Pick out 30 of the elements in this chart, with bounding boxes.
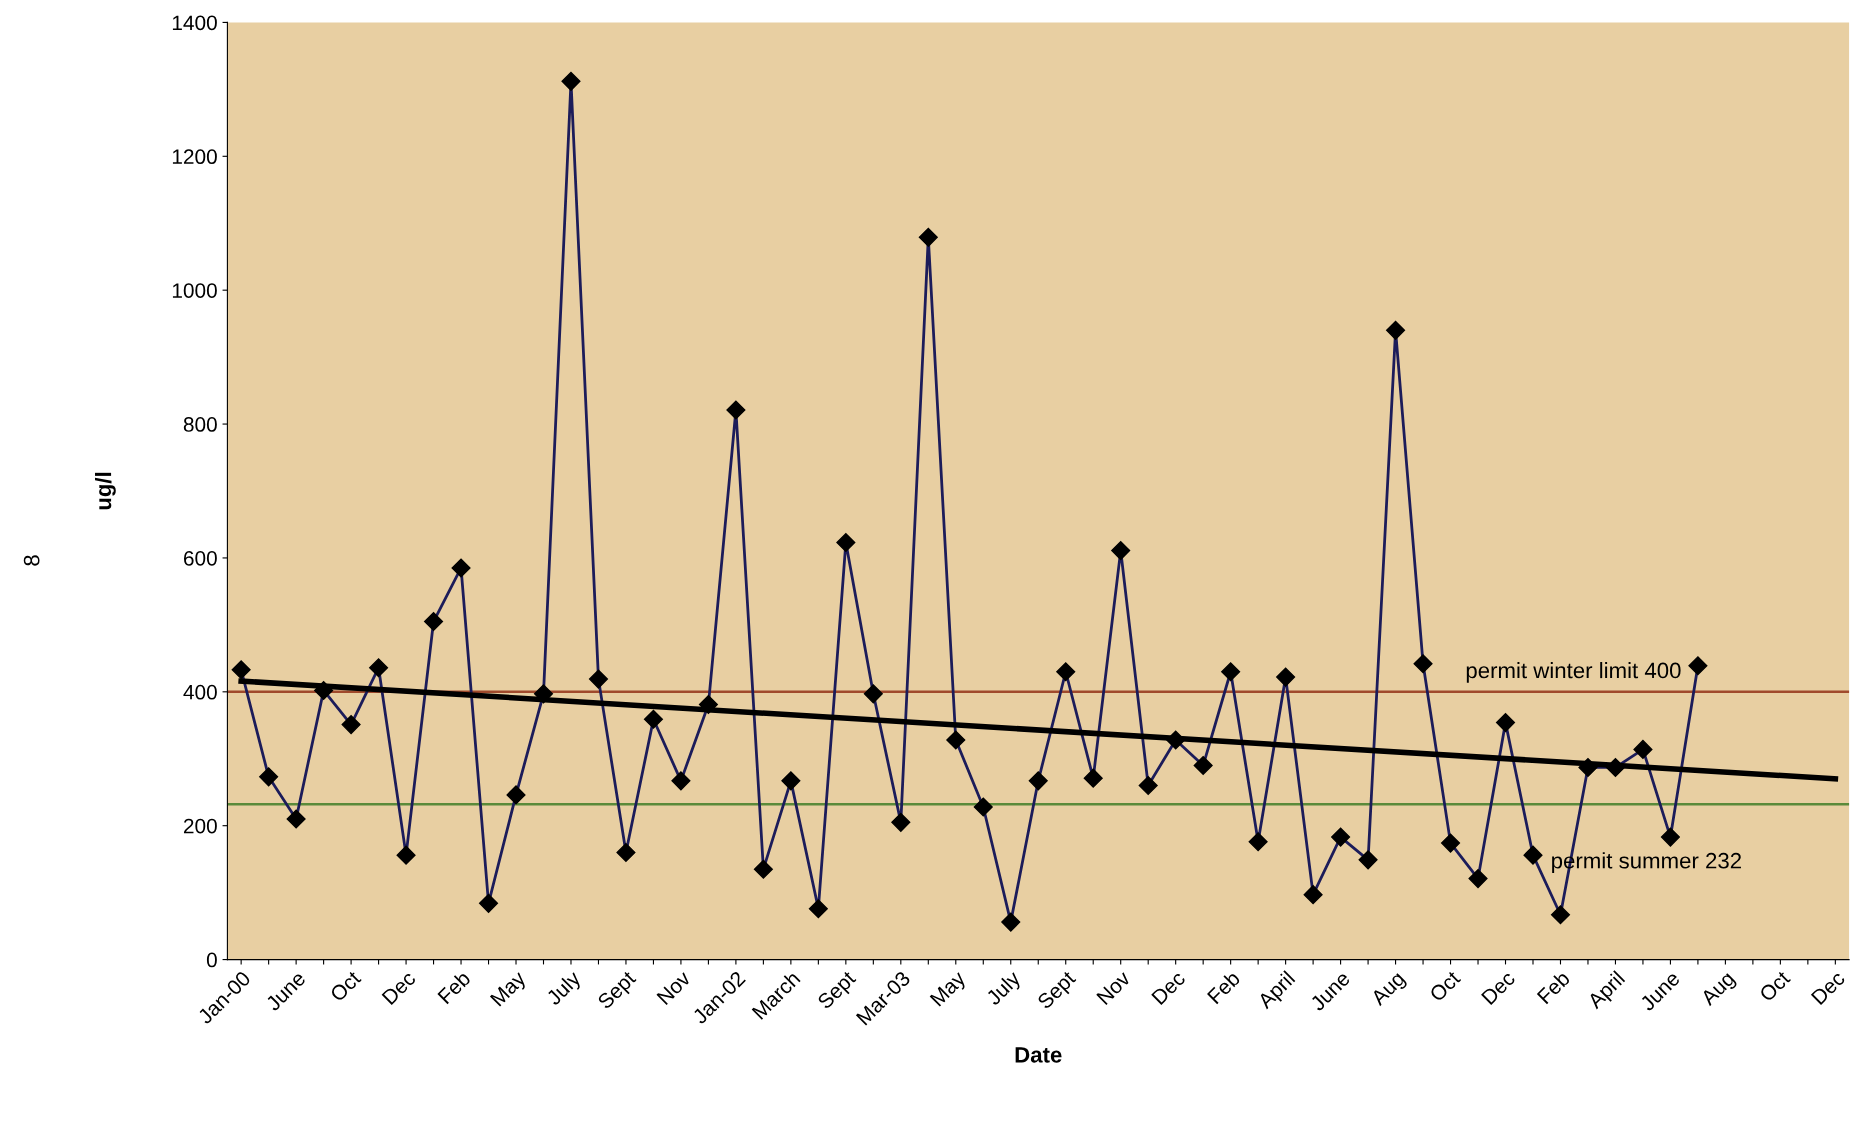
x-tick-label: Aug	[1699, 970, 1739, 1010]
x-tick-label: Nov	[656, 969, 692, 1006]
x-tick-label: July	[545, 969, 585, 1009]
x-tick-label: May	[929, 969, 970, 1010]
x-tick-label: July	[984, 969, 1025, 1009]
x-axis-title: Date	[1015, 1047, 1062, 1063]
y-tick-label: 200	[183, 818, 217, 834]
x-tick-label: Oct	[329, 969, 362, 1003]
x-tick-label: Oct	[1428, 969, 1462, 1003]
y-tick-label: 800	[183, 417, 217, 432]
ref-line-label: permit winter limit 400	[1466, 662, 1681, 683]
x-tick-label: Nov	[1096, 969, 1132, 1006]
x-tick-label: Aug	[1369, 970, 1409, 1010]
x-tick-label: Dec	[1810, 970, 1846, 1006]
x-tick-label: May	[489, 969, 530, 1010]
x-tick-label: Dec	[1151, 970, 1187, 1006]
x-tick-label: Feb	[1536, 969, 1571, 1005]
x-tick-label: Feb	[436, 969, 472, 1005]
y-tick-label: 1000	[172, 283, 217, 298]
y-tick-label: 0	[206, 952, 217, 968]
y-tick-label: 1400	[172, 15, 217, 31]
x-tick-label: Feb	[1206, 969, 1241, 1005]
x-tick-label: Dec	[1481, 970, 1516, 1006]
y-tick-label: 400	[183, 684, 217, 700]
y-tick-label: 600	[183, 550, 217, 566]
x-tick-label: Dec	[381, 970, 417, 1006]
x-tick-label: Oct	[1758, 969, 1792, 1003]
y-axis-title: ug/l	[94, 472, 116, 510]
y-tick-label: 1200	[172, 149, 217, 165]
text: 8	[23, 555, 40, 566]
